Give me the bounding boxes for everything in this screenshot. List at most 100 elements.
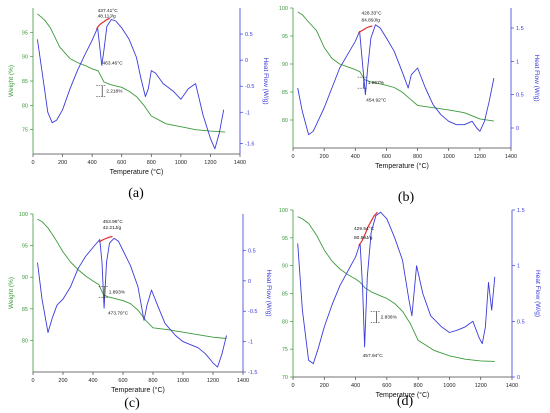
y-axis-left-label: Weight (%) <box>8 277 15 309</box>
y-axis-right-label: Heat Flow (W/g) <box>262 58 269 105</box>
panel-b: 0 200 400 600 800 1000 1200 1400 Temperature (°C… <box>277 0 550 206</box>
x-tick-label: 1400 <box>505 154 517 160</box>
x-tick-label: 1400 <box>506 383 518 389</box>
onset-tangent-line <box>98 235 113 243</box>
y-left-tick-label: 80 <box>282 118 288 124</box>
heat-flow-curve <box>37 237 227 368</box>
x-tick-label: 1000 <box>177 378 189 384</box>
x-axis-label: Temperature (°C) <box>376 391 430 399</box>
y-right-tick-label: -0.5 <box>248 309 257 315</box>
y-right-tick-label: 1.5 <box>516 26 524 32</box>
y-left-tick-label: 85 <box>282 90 288 96</box>
x-tick-label: 0 <box>291 154 294 160</box>
annotation-label: 457.94°C <box>363 353 384 359</box>
annotation-label: 1.893% <box>109 290 126 296</box>
annotation-label: 42.21J/g <box>103 225 122 231</box>
x-tick-label: 200 <box>320 383 329 389</box>
x-tick-label: 1200 <box>474 154 486 160</box>
x-tick-label: 200 <box>320 154 329 160</box>
y-left-tick-label: 95 <box>22 30 28 36</box>
x-axis-label: Temperature (°C) <box>111 386 165 394</box>
heat-flow-curve <box>297 211 496 365</box>
y-left-tick-label: 80 <box>22 103 28 109</box>
annotation-label: 2.218% <box>106 89 123 95</box>
y-axis-right-label: Heat Flow (W/g) <box>533 55 540 102</box>
y-right-tick-label: -1 <box>248 340 253 346</box>
y-left-tick-label: 90 <box>22 275 28 281</box>
y-left-tick-label: 85 <box>282 292 288 298</box>
y-right-tick-label: -1.6 <box>245 142 254 148</box>
x-tick-label: 1400 <box>234 160 246 166</box>
x-tick-label: 1000 <box>443 383 455 389</box>
heat-flow-curve <box>36 19 225 150</box>
y-left-tick-label: 95 <box>282 34 288 40</box>
annotation-label: 473.79°C <box>108 310 129 316</box>
panel-d: 0 200 400 600 800 1000 1200 1400 Temperature (°C… <box>277 204 550 413</box>
y-right-tick-label: 0 <box>245 58 248 64</box>
y-left-tick-label: 100 <box>279 6 288 12</box>
x-tick-label: 400 <box>351 154 360 160</box>
x-tick-label: 600 <box>118 378 127 384</box>
panel-label-b: (b) <box>397 190 415 205</box>
onset-tangent-line <box>96 17 111 30</box>
annotation-label: 437.41°C <box>98 8 119 14</box>
y-left-tick-label: 100 <box>279 208 288 214</box>
y-right-tick-label: -0.5 <box>245 84 254 90</box>
y-right-tick-label: 1 <box>517 264 520 270</box>
panel-label-c: (c) <box>124 396 140 411</box>
x-tick-label: 1400 <box>237 378 249 384</box>
y-left-tick-label: 100 <box>19 212 28 218</box>
onset-tangent-line <box>358 211 378 246</box>
x-tick-label: 400 <box>88 378 97 384</box>
annotation-label: 453.96°C <box>103 219 124 225</box>
weight-curve <box>297 216 495 362</box>
y-left-tick-label: 90 <box>282 62 288 68</box>
annotation-label: 454.92°C <box>366 97 387 103</box>
y-left-tick-label: 75 <box>22 128 28 134</box>
y-axis-left-label: Weight (%) <box>8 65 15 97</box>
annotation-label: 429.54°C <box>354 226 375 232</box>
annotation-label: 463.46°C <box>102 60 123 66</box>
x-tick-label: 600 <box>117 160 126 166</box>
y-left-tick-label: 85 <box>22 307 28 313</box>
y-left-tick-label: 85 <box>22 79 28 85</box>
y-left-tick-label: 95 <box>282 236 288 242</box>
y-right-tick-label: 0.5 <box>248 248 256 254</box>
y-right-tick-label: -1 <box>245 110 250 116</box>
y-right-tick-label: 0 <box>248 279 251 285</box>
y-left-tick-label: 80 <box>22 338 28 344</box>
annotation-label: 1.867% <box>368 80 385 86</box>
x-tick-label: 800 <box>413 154 422 160</box>
x-tick-label: 1200 <box>204 160 216 166</box>
y-left-tick-label: 95 <box>22 244 28 250</box>
x-tick-label: 200 <box>58 160 67 166</box>
heat-flow-curve <box>297 24 495 136</box>
annotation-label: 80.59J/g <box>354 235 373 241</box>
annotation-label: 84.89J/g <box>362 17 381 23</box>
x-tick-label: 600 <box>382 383 391 389</box>
x-axis-label: Temperature (°C) <box>375 162 429 170</box>
x-tick-label: 200 <box>58 378 67 384</box>
x-tick-label: 600 <box>382 154 391 160</box>
weight-curve <box>37 13 226 133</box>
y-right-tick-label: 0.5 <box>516 93 524 99</box>
y-right-tick-label: 0.5 <box>517 319 525 325</box>
x-tick-label: 1200 <box>475 383 487 389</box>
y-right-tick-label: 0 <box>516 126 519 132</box>
x-tick-label: 800 <box>414 383 423 389</box>
onset-tangent-line <box>358 25 373 34</box>
y-left-tick-label: 90 <box>282 264 288 270</box>
annotation-label: 428.33°C <box>362 11 383 17</box>
x-tick-label: 800 <box>148 378 157 384</box>
annotation-label: 2.836% <box>381 315 398 321</box>
y-right-tick-label: 1 <box>516 59 519 65</box>
x-axis-label: Temperature (°C) <box>110 168 164 176</box>
y-axis-right-label: Heat Flow (W/g) <box>265 270 272 317</box>
x-tick-label: 1000 <box>443 154 455 160</box>
x-tick-label: 1200 <box>207 378 219 384</box>
y-right-tick-label: 1.5 <box>517 208 525 214</box>
